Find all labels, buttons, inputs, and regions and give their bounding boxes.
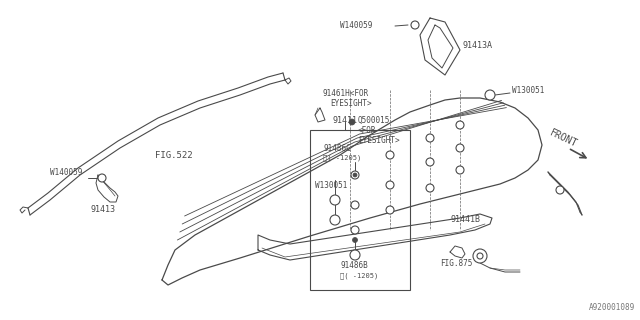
Text: FRONT: FRONT	[548, 127, 579, 149]
Bar	[310, 130, 410, 290]
Circle shape	[456, 166, 464, 174]
Circle shape	[330, 195, 340, 205]
Text: FIG.875: FIG.875	[440, 259, 472, 268]
Text: W130051: W130051	[315, 180, 348, 189]
Text: W130051: W130051	[512, 85, 545, 94]
Text: A920001089: A920001089	[589, 303, 635, 312]
Text: 91441B: 91441B	[450, 215, 480, 225]
Text: FIG.522: FIG.522	[155, 150, 193, 159]
Text: W140059: W140059	[340, 20, 372, 29]
Text: 91486B: 91486B	[340, 260, 368, 269]
Circle shape	[386, 151, 394, 159]
Circle shape	[351, 201, 359, 209]
Circle shape	[473, 249, 487, 263]
Text: 91413A: 91413A	[462, 41, 492, 50]
Text: W140059: W140059	[50, 167, 83, 177]
Text: <FOR: <FOR	[358, 125, 376, 134]
Text: 91411: 91411	[333, 116, 358, 124]
Circle shape	[485, 90, 495, 100]
Circle shape	[349, 119, 355, 125]
Text: ※( -1205): ※( -1205)	[323, 155, 361, 161]
Text: 91461H<FOR: 91461H<FOR	[322, 89, 368, 98]
Circle shape	[556, 186, 564, 194]
Text: EYESIGHT>: EYESIGHT>	[358, 135, 399, 145]
Circle shape	[330, 215, 340, 225]
Circle shape	[350, 250, 360, 260]
Circle shape	[351, 171, 359, 179]
Circle shape	[426, 158, 434, 166]
Circle shape	[353, 237, 358, 243]
Circle shape	[353, 173, 357, 177]
Circle shape	[426, 134, 434, 142]
Circle shape	[386, 206, 394, 214]
Circle shape	[98, 174, 106, 182]
Circle shape	[386, 181, 394, 189]
Circle shape	[456, 121, 464, 129]
Text: ※( -1205): ※( -1205)	[340, 273, 378, 279]
Text: EYESIGHT>: EYESIGHT>	[330, 99, 372, 108]
Circle shape	[351, 226, 359, 234]
Text: 91413: 91413	[90, 205, 115, 214]
Circle shape	[456, 144, 464, 152]
Text: 91486C: 91486C	[323, 143, 351, 153]
Circle shape	[426, 184, 434, 192]
Circle shape	[411, 21, 419, 29]
Text: Q500015: Q500015	[358, 116, 390, 124]
